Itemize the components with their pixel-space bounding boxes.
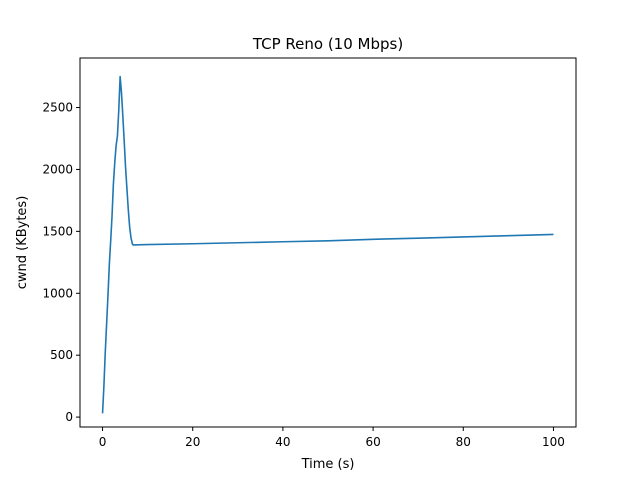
x-axis: 0 20 40 60 80 100: [99, 427, 565, 449]
y-tick-label: 1500: [42, 224, 73, 238]
plot-area: [101, 75, 554, 414]
x-tick-label: 20: [185, 435, 200, 449]
y-tick-label: 0: [65, 410, 73, 424]
x-tick-label: 0: [99, 435, 107, 449]
x-tick-label: 40: [275, 435, 290, 449]
y-tick-label: 500: [50, 348, 73, 362]
x-tick-label: 60: [365, 435, 380, 449]
y-axis-label: cwnd (KBytes): [15, 196, 30, 290]
x-tick-label: 100: [542, 435, 565, 449]
y-axis: 0 500 1000 1500 2000 2500: [42, 101, 80, 424]
x-axis-label: Time (s): [301, 457, 355, 472]
chart-title: TCP Reno (10 Mbps): [252, 35, 403, 53]
y-tick-label: 2000: [42, 162, 73, 176]
x-tick-label: 80: [456, 435, 471, 449]
y-tick-label: 1000: [42, 286, 73, 300]
axes-frame: [79, 57, 577, 428]
series-line-0: [101, 75, 554, 414]
y-tick-label: 2500: [42, 101, 73, 115]
